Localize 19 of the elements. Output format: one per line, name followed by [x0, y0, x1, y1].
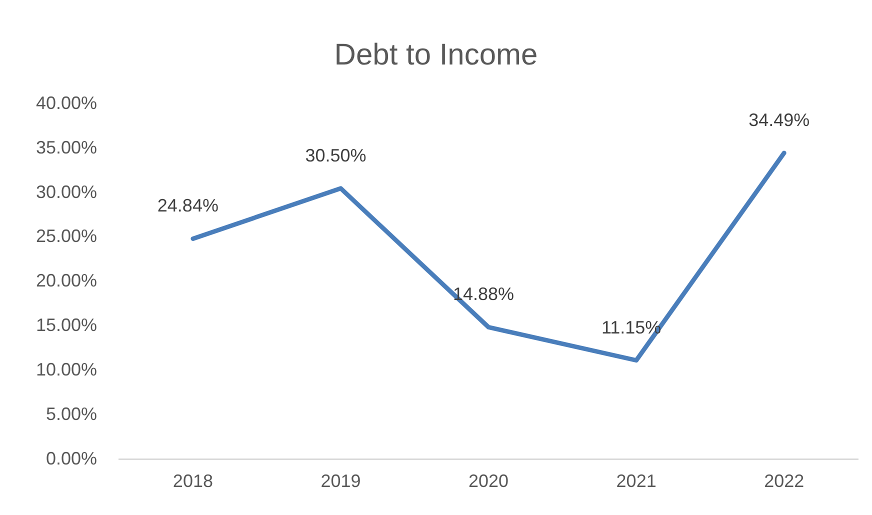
y-tick-label: 0.00% [46, 448, 98, 468]
data-label: 14.88% [452, 284, 514, 304]
x-tick-label: 2020 [468, 471, 509, 492]
data-label: 34.49% [748, 110, 810, 130]
y-tick-label: 5.00% [46, 404, 98, 424]
y-tick-label: 15.00% [36, 315, 98, 336]
y-tick-label: 30.00% [36, 182, 98, 202]
x-tick-label: 2021 [616, 471, 656, 492]
y-tick-label: 20.00% [36, 270, 98, 291]
y-tick-label: 35.00% [36, 137, 98, 158]
x-tick-label: 2019 [320, 471, 361, 492]
y-tick-label: 40.00% [36, 92, 98, 113]
x-tick-label: 2018 [172, 471, 213, 492]
data-label: 30.50% [305, 145, 366, 166]
chart-title: Debt to Income [334, 38, 538, 72]
x-tick-label: 2022 [764, 471, 804, 492]
data-label: 24.84% [157, 196, 218, 216]
y-tick-label: 25.00% [36, 226, 98, 246]
y-tick-label: 10.00% [36, 360, 98, 380]
